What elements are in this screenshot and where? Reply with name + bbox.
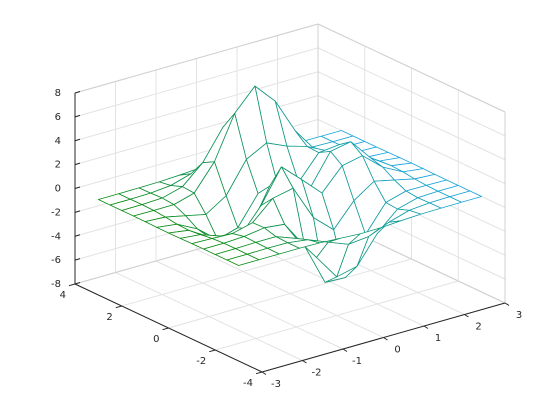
grid-line bbox=[317, 95, 506, 185]
z-tick bbox=[74, 210, 81, 213]
box-edge bbox=[74, 23, 319, 94]
z-tick-label: 6 bbox=[55, 112, 61, 123]
box-edge bbox=[317, 23, 506, 113]
x-tick-label: 1 bbox=[435, 333, 441, 344]
z-tick bbox=[74, 234, 81, 237]
mesh-cell bbox=[226, 253, 260, 266]
z-tick-label: 4 bbox=[55, 136, 61, 147]
grid-line bbox=[74, 47, 319, 118]
x-tick-label: -2 bbox=[312, 368, 322, 379]
y-tick bbox=[115, 305, 122, 309]
x-tick bbox=[342, 348, 348, 352]
x-tick bbox=[504, 302, 510, 306]
y-tick-label: 4 bbox=[60, 290, 66, 301]
y-tick bbox=[209, 349, 216, 353]
z-tick bbox=[74, 114, 81, 118]
z-tick-label: 0 bbox=[55, 184, 61, 195]
z-tick bbox=[74, 162, 81, 166]
z-tick-label: -2 bbox=[51, 207, 61, 218]
z-tick bbox=[74, 91, 81, 94]
grid-line bbox=[317, 71, 506, 161]
z-tick-label: -8 bbox=[51, 279, 61, 290]
y-tick bbox=[255, 371, 263, 375]
z-tick-label: 2 bbox=[55, 160, 61, 171]
z-tick bbox=[74, 138, 81, 142]
x-tick bbox=[464, 314, 469, 318]
x-tick bbox=[423, 325, 429, 329]
y-tick bbox=[162, 327, 169, 331]
z-tick bbox=[74, 258, 81, 261]
y-tick-label: -2 bbox=[196, 356, 206, 367]
x-tick bbox=[261, 371, 267, 375]
z-tick-label: 8 bbox=[55, 88, 61, 99]
x-tick bbox=[383, 337, 388, 341]
x-tick-label: -3 bbox=[271, 379, 281, 390]
y-tick-label: 2 bbox=[106, 312, 112, 323]
y-tick bbox=[68, 283, 76, 287]
x-tick-label: 3 bbox=[516, 310, 522, 321]
x-tick bbox=[302, 360, 307, 364]
y-tick-label: 0 bbox=[153, 334, 159, 345]
grid-line bbox=[215, 280, 459, 351]
z-tick bbox=[74, 186, 81, 189]
grid-line bbox=[317, 47, 506, 137]
x-tick-label: -1 bbox=[352, 356, 362, 367]
x-tick-label: 0 bbox=[394, 345, 400, 356]
x-tick-label: 2 bbox=[475, 322, 481, 333]
grid-line bbox=[74, 71, 319, 142]
z-tick-label: -6 bbox=[51, 255, 61, 266]
grid-line bbox=[168, 258, 412, 329]
z-tick-label: -4 bbox=[51, 231, 61, 242]
z-tick bbox=[74, 282, 81, 285]
y-tick-label: -4 bbox=[243, 378, 253, 389]
